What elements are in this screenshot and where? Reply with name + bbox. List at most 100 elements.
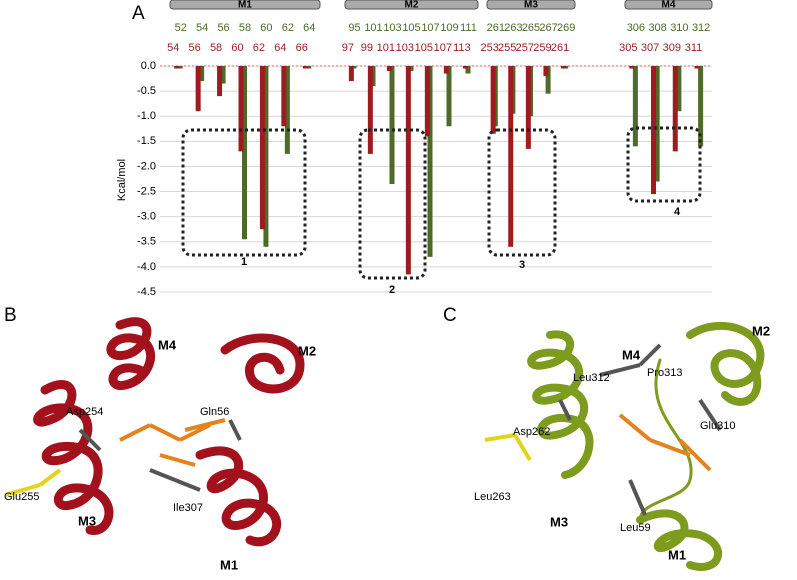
x-tick-label: 62 xyxy=(282,22,294,34)
structure-b xyxy=(4,317,305,547)
helix-label: M1 xyxy=(238,0,252,11)
helix-header xyxy=(486,0,576,10)
y-tick-label: -4.5 xyxy=(137,286,156,298)
residue-label: Asp262 xyxy=(513,426,550,438)
bar xyxy=(386,66,392,72)
x-tick-label: 60 xyxy=(260,22,272,34)
residue-label: Leu263 xyxy=(474,491,511,503)
y-axis-label: Kcal/mol xyxy=(116,159,128,201)
bar xyxy=(220,66,226,84)
region-label: 3 xyxy=(519,259,525,271)
helix-name: M2 xyxy=(298,343,316,358)
y-tick-label: -1.0 xyxy=(137,110,156,122)
region-box xyxy=(487,128,557,257)
x-tick-label: 52 xyxy=(175,22,187,34)
bar xyxy=(424,66,430,137)
bar xyxy=(217,66,223,97)
x-tick-label: 105 xyxy=(402,22,420,34)
x-tick-label: 58 xyxy=(210,42,222,54)
bar xyxy=(177,66,183,69)
helix-label: M3 xyxy=(524,0,538,11)
helix-header xyxy=(624,0,713,10)
helix-name: M3 xyxy=(78,513,96,528)
bar xyxy=(306,66,312,69)
structure-c xyxy=(484,322,765,571)
y-tick-label: -2.5 xyxy=(137,185,156,197)
bar xyxy=(405,66,411,275)
bar xyxy=(462,66,468,69)
helix-label: M2 xyxy=(405,0,419,11)
x-tick-label: 66 xyxy=(296,42,308,54)
bar xyxy=(629,66,635,69)
bar xyxy=(694,66,700,69)
y-tick-label: -2.0 xyxy=(137,160,156,172)
x-tick-label: 97 xyxy=(342,42,354,54)
bar xyxy=(446,66,452,127)
y-tick-label: 0.0 xyxy=(141,60,156,72)
x-tick-label: 107 xyxy=(421,22,439,34)
region-box xyxy=(358,128,427,280)
bar xyxy=(263,66,269,247)
bar xyxy=(465,66,471,74)
residue-label: Leu59 xyxy=(620,522,651,534)
residue-label: Ile307 xyxy=(173,502,203,514)
bar xyxy=(174,66,180,69)
x-tick-label: 307 xyxy=(641,42,659,54)
x-tick-label: 263 xyxy=(504,22,522,34)
x-tick-label: 111 xyxy=(460,22,477,34)
region-label: 4 xyxy=(674,206,681,218)
bar xyxy=(367,66,373,154)
x-tick-label: 269 xyxy=(557,22,575,34)
x-tick-label: 109 xyxy=(440,22,458,34)
x-tick-label: 64 xyxy=(303,22,315,34)
bar xyxy=(443,66,449,74)
bar xyxy=(199,66,205,82)
residue-label: Asp254 xyxy=(66,406,103,418)
helix-name: M1 xyxy=(220,557,238,572)
x-tick-label: 101 xyxy=(377,42,395,54)
helix-header xyxy=(344,0,479,10)
x-tick-label: 255 xyxy=(498,42,516,54)
helix-name: M3 xyxy=(550,514,568,529)
bar xyxy=(351,66,357,69)
bar xyxy=(525,66,531,149)
bar xyxy=(698,66,704,147)
x-tick-label: 103 xyxy=(396,42,414,54)
panel-label: C xyxy=(443,305,457,326)
bar xyxy=(651,66,657,195)
region-label: 2 xyxy=(389,284,395,296)
bar xyxy=(543,66,549,77)
bar xyxy=(242,66,247,240)
helix-name: M2 xyxy=(752,323,770,338)
bar xyxy=(348,66,354,82)
bar xyxy=(632,66,638,147)
residue-label: Glu310 xyxy=(700,420,735,432)
bar xyxy=(389,66,395,185)
x-tick-label: 58 xyxy=(239,22,251,34)
residue-label: Leu312 xyxy=(573,372,610,384)
x-tick-label: 312 xyxy=(692,22,710,34)
bar xyxy=(654,66,660,182)
y-tick-label: -4.0 xyxy=(137,261,156,273)
bar xyxy=(676,66,682,112)
residue-label: Gln56 xyxy=(200,406,229,418)
bar xyxy=(490,66,496,134)
bar xyxy=(508,66,514,247)
x-tick-label: 54 xyxy=(196,22,208,34)
x-tick-label: 107 xyxy=(434,42,452,54)
x-tick-label: 103 xyxy=(383,22,401,34)
bar xyxy=(195,66,201,112)
x-tick-label: 310 xyxy=(670,22,688,34)
bar xyxy=(427,66,433,257)
x-tick-label: 60 xyxy=(231,42,243,54)
x-tick-label: 54 xyxy=(167,42,179,54)
x-tick-label: 99 xyxy=(361,42,373,54)
y-tick-label: -3.0 xyxy=(137,211,156,223)
bar xyxy=(259,66,265,230)
residue-label: Glu255 xyxy=(4,491,39,503)
bar xyxy=(284,66,290,154)
x-tick-label: 257 xyxy=(516,42,534,54)
bar xyxy=(302,66,308,69)
region-label: 1 xyxy=(241,256,247,268)
